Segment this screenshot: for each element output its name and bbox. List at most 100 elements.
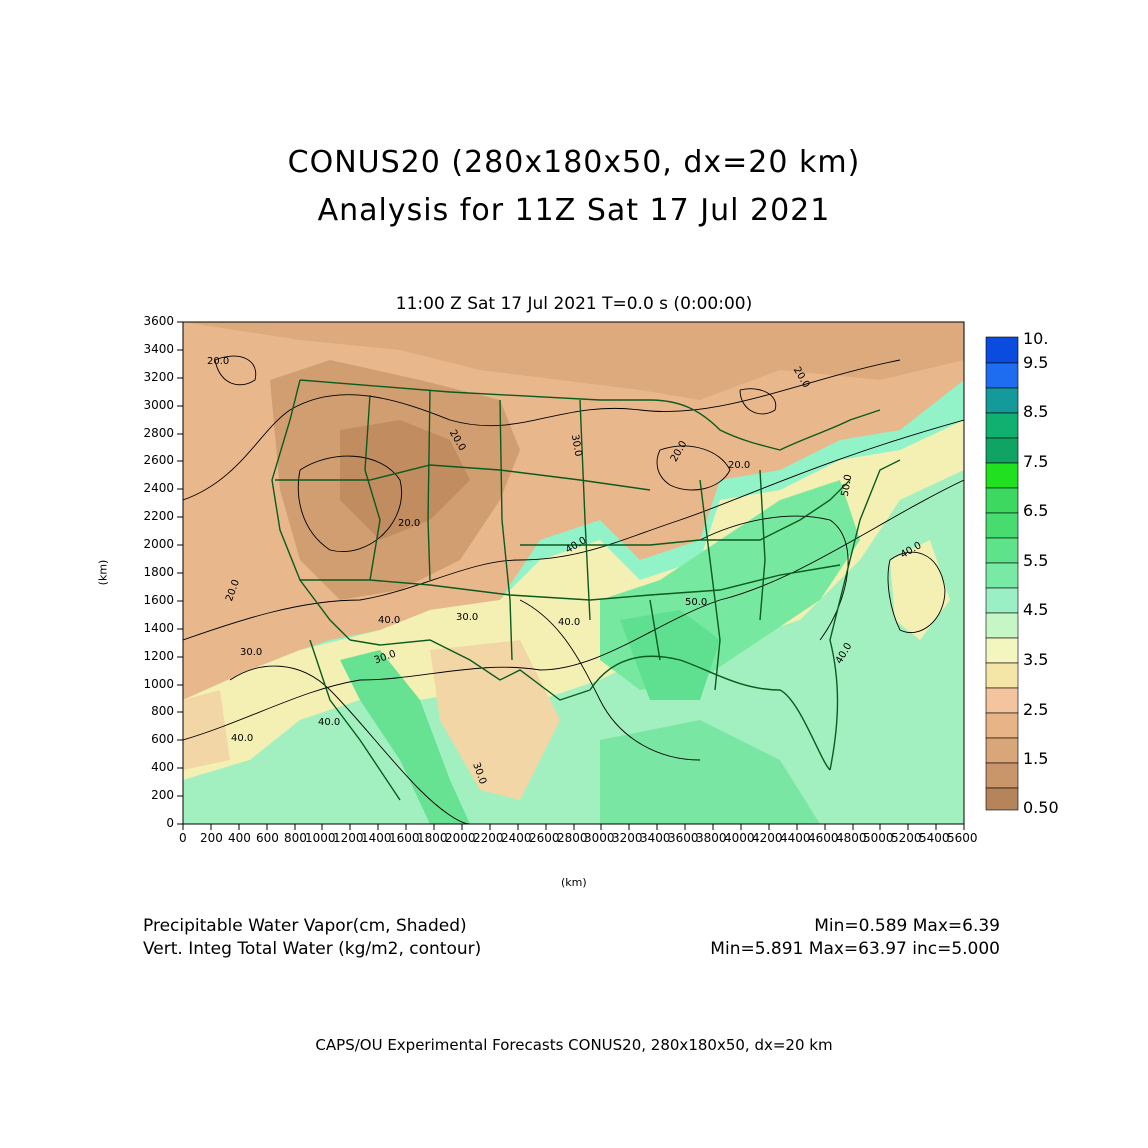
x-tick-label: 600 [256,831,279,845]
colorbar-label: 7.5 [1023,452,1049,471]
x-tick-label: 3000 [584,831,615,845]
y-tick-label: 3400 [143,342,174,356]
contour-label: 40.0 [231,733,254,744]
y-tick-label: 200 [151,788,174,802]
y-tick-label: 3200 [143,370,174,384]
shaded-field-label: Precipitable Water Vapor(cm, Shaded) [143,916,467,936]
colorbar-label: 0.50 [1023,798,1059,817]
x-tick-label: 1600 [389,831,420,845]
political-boundaries [271,379,901,801]
x-tick-label: 5600 [947,831,978,845]
y-tick-label: 2200 [143,509,174,523]
y-tick-label: 800 [151,704,174,718]
contour-label: 40.0 [558,617,581,628]
x-tick-label: 4400 [780,831,811,845]
colorbar-swatch [985,487,1019,514]
colorbar-swatch [985,712,1019,739]
colorbar-swatch [985,687,1019,714]
colorbar-label: 2.5 [1023,700,1049,719]
axis-tick-marks [177,321,965,830]
colorbar-swatch [985,587,1019,614]
x-tick-label: 1000 [305,831,336,845]
y-tick-label: 2000 [143,537,174,551]
shaded-field [183,322,964,824]
contour-field-label: Vert. Integ Total Water (kg/m2, contour) [143,939,482,959]
colorbar-swatch [985,637,1019,664]
colorbar-swatch [985,537,1019,564]
x-tick-label: 1400 [361,831,392,845]
colorbar-label: 1.5 [1023,749,1049,768]
y-tick-label: 0 [166,816,174,830]
x-tick-label: 5000 [863,831,894,845]
contour-label: 40.0 [378,615,401,626]
x-tick-label: 2400 [501,831,532,845]
y-tick-label: 1400 [143,621,174,635]
colorbar-swatch [985,336,1019,364]
footer-credit: CAPS/OU Experimental Forecasts CONUS20, … [315,1036,833,1054]
y-tick-label: 400 [151,760,174,774]
x-tick-label: 2000 [445,831,476,845]
shaded-field-range: Min=0.589 Max=6.39 [814,916,1000,936]
colorbar-swatch [985,387,1019,414]
x-tick-label: 3200 [612,831,643,845]
colorbar-label: 9.5 [1023,353,1049,372]
y-tick-label: 1200 [143,649,174,663]
contour-field-range: Min=5.891 Max=63.97 inc=5.000 [710,939,1000,959]
colorbar-swatch [985,762,1019,789]
colorbar-label: 4.5 [1023,600,1049,619]
colorbar-swatch [985,412,1019,439]
x-tick-label: 4800 [836,831,867,845]
x-tick-label: 200 [200,831,223,845]
x-tick-label: 5400 [919,831,950,845]
colorbar-label: 8.5 [1023,402,1049,421]
contour-label: 20.0 [398,518,421,529]
contour-label: 40.0 [318,717,341,728]
y-tick-label: 1600 [143,593,174,607]
x-tick-label: 3400 [640,831,671,845]
x-tick-label: 1200 [333,831,364,845]
colorbar-swatch [985,362,1019,389]
y-tick-label: 600 [151,732,174,746]
x-tick-label: 5200 [891,831,922,845]
colorbar-swatch [985,512,1019,539]
y-tick-label: 2400 [143,481,174,495]
colorbar [985,336,1019,811]
colorbar-swatch [985,612,1019,639]
title-line-1: CONUS20 (280x180x50, dx=20 km) [287,145,861,180]
colorbar-swatch [985,437,1019,464]
y-axis-label: (km) [96,559,110,586]
contour-label: 30.0 [456,612,479,623]
x-axis-label: (km) [561,876,587,889]
y-tick-label: 1800 [143,565,174,579]
x-tick-label: 4200 [752,831,783,845]
x-tick-label: 800 [284,831,307,845]
x-tick-label: 400 [228,831,251,845]
x-tick-label: 3800 [696,831,727,845]
x-tick-label: 2200 [473,831,504,845]
x-tick-label: 1800 [417,831,448,845]
x-tick-label: 0 [179,831,187,845]
colorbar-label: 5.5 [1023,551,1049,570]
title-line-2: Analysis for 11Z Sat 17 Jul 2021 [317,193,831,228]
colorbar-swatch [985,562,1019,589]
y-tick-label: 3000 [143,398,174,412]
x-tick-label: 4000 [724,831,755,845]
contour-label: 20.0 [207,356,230,367]
y-tick-label: 3600 [143,314,174,328]
contour-label: 50.0 [685,597,708,608]
contour-lines [183,355,964,824]
y-tick-label: 2800 [143,426,174,440]
colorbar-swatch [985,462,1019,489]
colorbar-label: 3.5 [1023,650,1049,669]
colorbar-label: 10. [1023,329,1049,348]
x-tick-label: 3600 [668,831,699,845]
y-tick-label: 2600 [143,453,174,467]
colorbar-swatch [985,662,1019,689]
x-tick-label: 2800 [557,831,588,845]
contour-label: 20.0 [728,460,751,471]
plot-subtitle: 11:00 Z Sat 17 Jul 2021 T=0.0 s (0:00:00… [395,294,753,314]
colorbar-swatch [985,787,1019,811]
colorbar-swatch [985,737,1019,764]
colorbar-label: 6.5 [1023,501,1049,520]
